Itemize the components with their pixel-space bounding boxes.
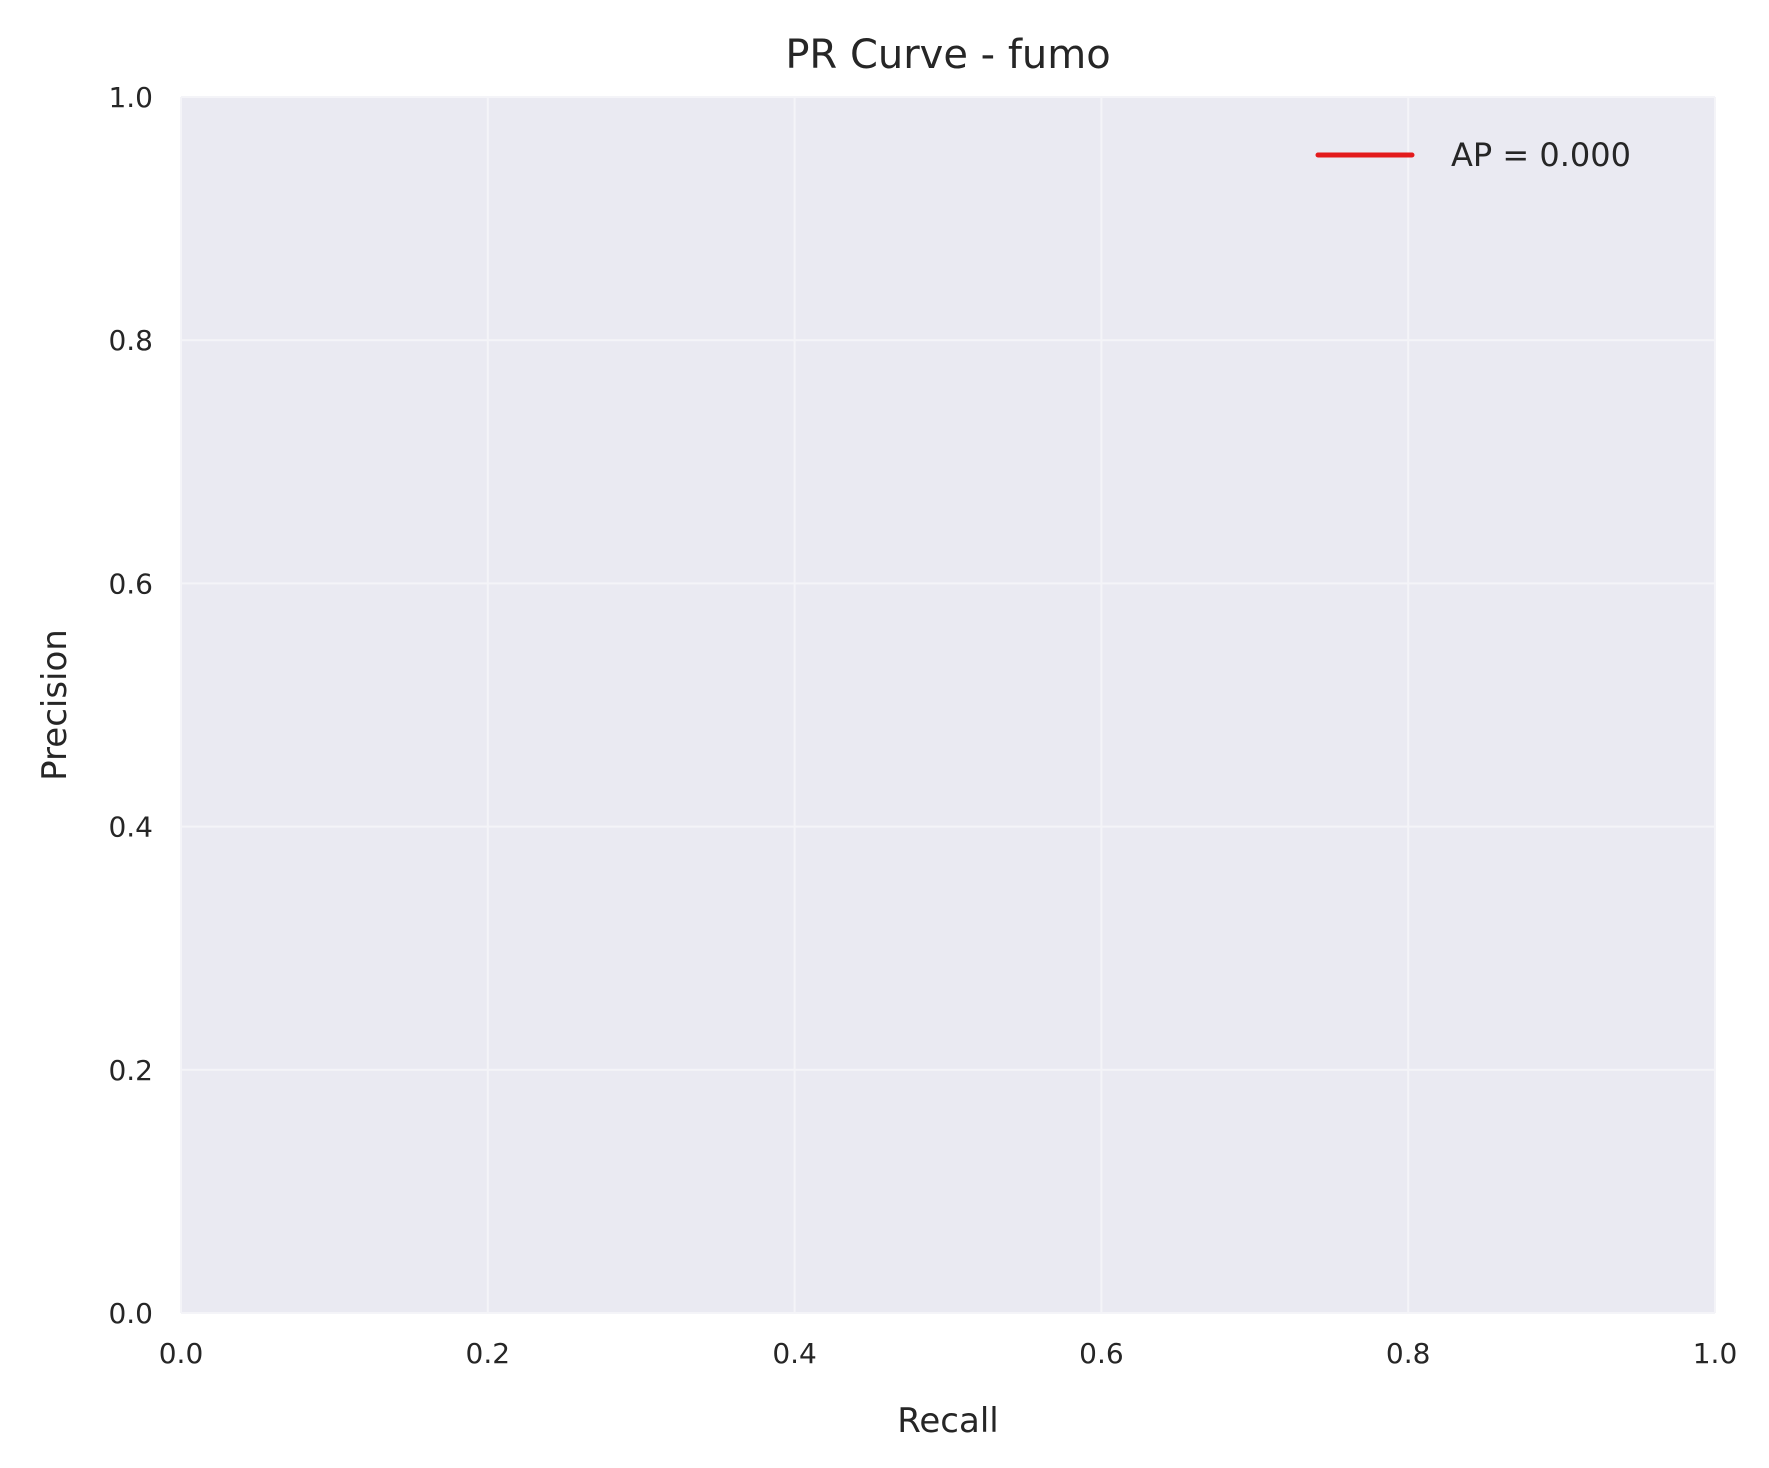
y-tick-label: 1.0 — [108, 81, 153, 114]
x-tick-label: 0.4 — [772, 1337, 817, 1370]
x-tick-label: 0.8 — [1386, 1337, 1431, 1370]
y-tick-label: 0.2 — [108, 1054, 153, 1087]
x-tick-labels: 0.0 0.2 0.4 0.6 0.8 1.0 — [159, 1337, 1738, 1370]
x-tick-label: 0.2 — [466, 1337, 511, 1370]
x-tick-label: 0.6 — [1079, 1337, 1124, 1370]
legend-label: AP = 0.000 — [1451, 136, 1631, 174]
chart-title: PR Curve - fumo — [785, 32, 1110, 78]
legend: AP = 0.000 — [1315, 136, 1631, 174]
plot-area — [181, 97, 1715, 1313]
y-tick-label: 0.4 — [108, 811, 153, 844]
x-axis-label: Recall — [897, 1401, 998, 1441]
x-tick-label: 0.0 — [159, 1337, 204, 1370]
y-tick-label: 0.8 — [108, 324, 153, 357]
grid-lines — [180, 96, 1716, 1314]
x-tick-label: 1.0 — [1693, 1337, 1738, 1370]
y-tick-label: 0.6 — [108, 567, 153, 600]
y-tick-label: 0.0 — [108, 1297, 153, 1330]
y-tick-labels: 0.0 0.2 0.4 0.6 0.8 1.0 — [108, 81, 153, 1330]
y-axis-label: Precision — [35, 629, 75, 781]
